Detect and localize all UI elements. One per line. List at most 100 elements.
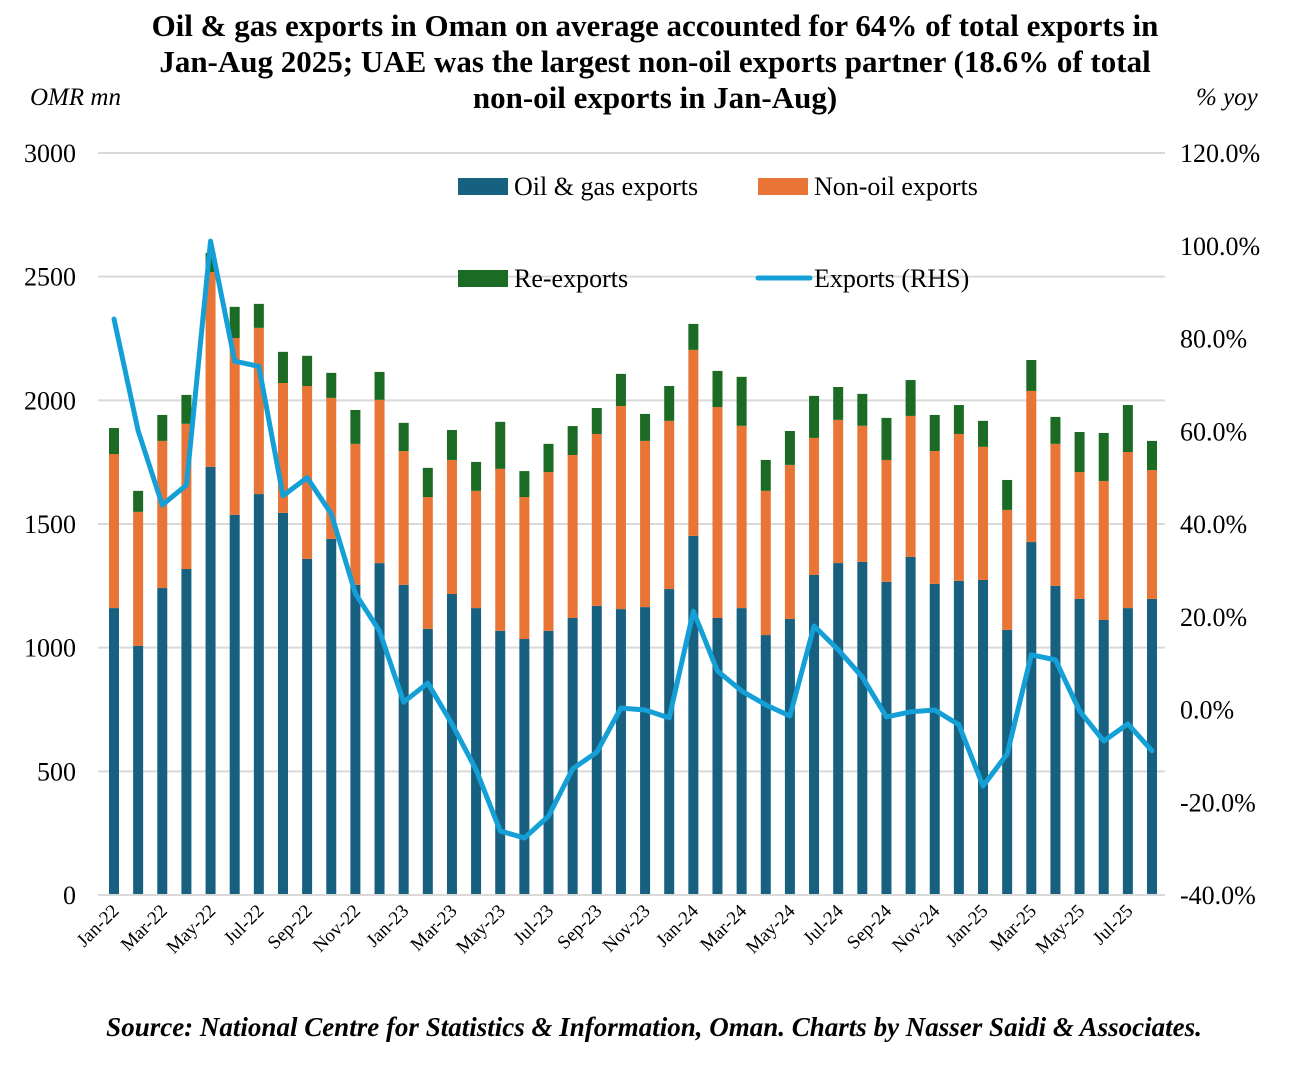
x-tick-label: Sep-22 <box>264 901 317 954</box>
bar-oil-gas-exports <box>205 466 216 895</box>
bar-non-oil-exports <box>857 425 868 562</box>
bar-oil-gas-exports <box>1098 619 1109 895</box>
bar-re-exports <box>736 376 747 426</box>
bar-non-oil-exports <box>229 338 240 515</box>
bar-non-oil-exports <box>495 468 506 631</box>
bar-re-exports <box>591 408 602 434</box>
bar-non-oil-exports <box>640 440 651 608</box>
bar-oil-gas-exports <box>253 494 264 895</box>
x-tick-label: May-22 <box>163 901 220 958</box>
bar-non-oil-exports <box>1026 390 1037 543</box>
bars <box>109 252 1157 895</box>
bar-non-oil-exports <box>398 451 409 585</box>
bar-re-exports <box>422 467 433 498</box>
bar-re-exports <box>253 303 264 328</box>
bar-non-oil-exports <box>471 490 482 609</box>
bar-non-oil-exports <box>591 433 602 606</box>
bar-oil-gas-exports <box>229 514 240 895</box>
bar-re-exports <box>1147 440 1157 471</box>
bar-non-oil-exports <box>205 271 216 467</box>
bar-oil-gas-exports <box>157 588 168 895</box>
bar-oil-gas-exports <box>664 589 675 895</box>
bar-re-exports <box>181 394 192 424</box>
bar-oil-gas-exports <box>543 630 554 895</box>
legend-swatch <box>458 178 508 195</box>
bar-non-oil-exports <box>1002 509 1013 630</box>
x-tick-label: Nov-22 <box>309 901 365 957</box>
bar-re-exports <box>760 459 771 491</box>
bar-re-exports <box>664 385 675 421</box>
bar-re-exports <box>1074 431 1085 473</box>
y-tick-label: 2500 <box>24 263 76 292</box>
bar-re-exports <box>1050 416 1061 444</box>
bar-oil-gas-exports <box>1002 629 1013 895</box>
bar-re-exports <box>688 323 699 350</box>
bar-non-oil-exports <box>664 420 675 590</box>
chart-canvas: 0 500 1000 1500 2000 2500 3000 -40.0% -20.0% 0.0%… <box>24 139 1260 958</box>
bar-re-exports <box>1026 360 1037 391</box>
x-tick-label: May-25 <box>1032 901 1089 958</box>
y-tick-label: 0 <box>63 881 76 910</box>
bar-non-oil-exports <box>326 397 337 539</box>
bar-non-oil-exports <box>760 490 771 636</box>
exports-yoy-line <box>111 238 1155 841</box>
bar-oil-gas-exports <box>760 635 771 895</box>
bar-re-exports <box>809 395 820 438</box>
bar-re-exports <box>1122 405 1133 453</box>
bar-re-exports <box>953 405 964 434</box>
bar-non-oil-exports <box>712 407 723 618</box>
bar-oil-gas-exports <box>857 561 868 895</box>
bar-non-oil-exports <box>784 464 795 619</box>
x-tick-label: May-23 <box>452 901 509 958</box>
bar-non-oil-exports <box>253 327 264 495</box>
bar-re-exports <box>326 372 337 398</box>
bar-non-oil-exports <box>1122 452 1133 609</box>
bar-re-exports <box>446 430 457 460</box>
bar-re-exports <box>350 409 361 444</box>
y2-tick-label: 40.0% <box>1180 510 1247 539</box>
bar-non-oil-exports <box>157 440 168 589</box>
bar-re-exports <box>640 413 651 441</box>
bar-oil-gas-exports <box>181 569 192 895</box>
bar-oil-gas-exports <box>1026 542 1037 895</box>
bar-re-exports <box>277 351 288 384</box>
y-tick-label: 3000 <box>24 139 76 168</box>
bar-oil-gas-exports <box>905 556 916 895</box>
bar-re-exports <box>1098 432 1109 481</box>
bar-oil-gas-exports <box>1122 608 1133 895</box>
bar-re-exports <box>929 414 940 452</box>
bar-non-oil-exports <box>929 451 940 584</box>
x-tick-label: Mar-23 <box>407 901 462 956</box>
bar-re-exports <box>881 417 892 460</box>
x-tick-label: Jan-24 <box>652 900 703 951</box>
x-tick-label: Jan-22 <box>73 901 124 952</box>
bar-re-exports <box>978 420 989 447</box>
bar-re-exports <box>157 414 168 441</box>
bar-oil-gas-exports <box>277 512 288 895</box>
bar-oil-gas-exports <box>446 593 457 895</box>
legend-swatch <box>758 178 808 195</box>
bar-non-oil-exports <box>978 446 989 580</box>
legend: Oil & gas exports Non-oil exports Re-expor… <box>458 172 978 293</box>
right-axis-unit: % yoy <box>1196 84 1258 111</box>
y2-tick-label: 0.0% <box>1180 696 1234 725</box>
bar-re-exports <box>374 371 385 400</box>
bar-oil-gas-exports <box>519 639 530 895</box>
bar-oil-gas-exports <box>1147 598 1157 895</box>
bar-non-oil-exports <box>302 385 313 559</box>
legend-label: Exports (RHS) <box>814 264 969 293</box>
bar-oil-gas-exports <box>712 617 723 895</box>
x-tick-label: Jul-22 <box>220 901 268 949</box>
bar-non-oil-exports <box>446 459 457 594</box>
y2-tick-label: 20.0% <box>1180 603 1247 632</box>
bar-re-exports <box>471 461 482 491</box>
x-tick-label: Sep-24 <box>843 900 896 953</box>
bar-re-exports <box>567 426 578 455</box>
bar-oil-gas-exports <box>809 574 820 895</box>
bar-oil-gas-exports <box>422 628 433 895</box>
bar-oil-gas-exports <box>929 583 940 895</box>
bar-non-oil-exports <box>1050 443 1061 586</box>
x-tick-label: May-24 <box>742 900 800 958</box>
bar-re-exports <box>857 393 868 426</box>
x-tick-label: Nov-23 <box>599 901 655 957</box>
